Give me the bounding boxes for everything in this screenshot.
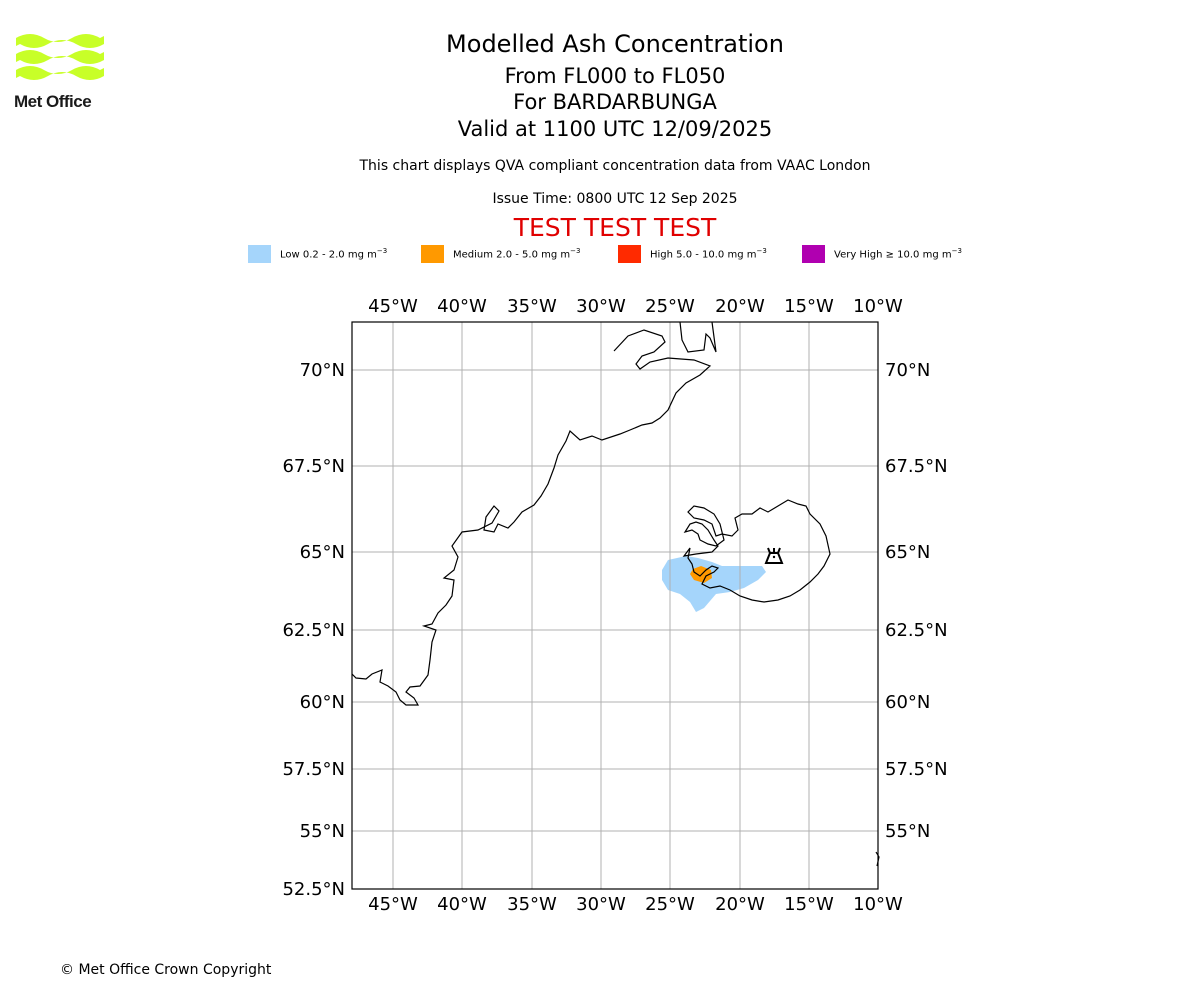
test-banner: TEST TEST TEST <box>513 213 717 242</box>
gridlines <box>352 322 878 889</box>
lat-label: 52.5°N <box>282 879 345 900</box>
longitude-labels-top: 45°W 40°W 35°W 30°W 25°W 20°W 15°W 10°W <box>368 296 903 317</box>
lon-label: 40°W <box>437 296 487 317</box>
lat-label: 62.5°N <box>282 620 345 641</box>
lon-label: 20°W <box>715 894 765 915</box>
volcano-icon <box>764 547 784 564</box>
lon-label: 30°W <box>576 894 626 915</box>
legend-label-very-high: Very High ≥ 10.0 mg m <box>834 249 952 261</box>
lat-label: 55°N <box>300 821 345 842</box>
lon-label: 10°W <box>853 894 903 915</box>
copyright-notice: © Met Office Crown Copyright <box>60 962 272 978</box>
legend-swatch-high <box>618 245 641 263</box>
lat-label: 55°N <box>885 821 930 842</box>
lat-label: 67.5°N <box>885 456 948 477</box>
lon-label: 35°W <box>507 894 557 915</box>
lat-label: 65°N <box>300 542 345 563</box>
lon-label: 30°W <box>576 296 626 317</box>
lon-label: 15°W <box>784 894 834 915</box>
lon-label: 35°W <box>507 296 557 317</box>
greenland-coastline <box>351 329 712 706</box>
lat-label: 65°N <box>885 542 930 563</box>
legend-swatch-very-high <box>802 245 825 263</box>
lat-label: 70°N <box>300 360 345 381</box>
chart-description: This chart displays QVA compliant concen… <box>359 158 871 174</box>
iceland-coastline <box>682 499 831 603</box>
met-office-logo: Met Office <box>14 30 110 114</box>
lat-label: 60°N <box>300 692 345 713</box>
logo-wordmark: Met Office <box>14 92 92 111</box>
legend-swatch-low <box>248 245 271 263</box>
lat-label: 62.5°N <box>885 620 948 641</box>
ash-area-low <box>662 556 766 612</box>
coastlines <box>351 321 880 867</box>
flight-levels: From FL000 to FL050 <box>504 64 726 88</box>
lat-label: 60°N <box>885 692 930 713</box>
lon-label: 25°W <box>645 894 695 915</box>
lon-label: 25°W <box>645 296 695 317</box>
legend-swatch-medium <box>421 245 444 263</box>
lon-label: 40°W <box>437 894 487 915</box>
lat-label: 70°N <box>885 360 930 381</box>
issue-time: Issue Time: 0800 UTC 12 Sep 2025 <box>492 191 738 207</box>
chart-title: Modelled Ash Concentration <box>446 30 784 58</box>
lon-label: 45°W <box>368 894 418 915</box>
met-office-waves-icon <box>16 34 104 80</box>
latitude-labels-left: 70°N 67.5°N 65°N 62.5°N 60°N 57.5°N 55°N… <box>282 360 345 900</box>
volcano-name: For BARDARBUNGA <box>513 90 717 114</box>
valid-time: Valid at 1100 UTC 12/09/2025 <box>457 117 773 141</box>
lon-label: 15°W <box>784 296 834 317</box>
longitude-labels-bottom: 45°W 40°W 35°W 30°W 25°W 20°W 15°W 10°W <box>368 894 903 915</box>
legend-label-medium: Medium 2.0 - 5.0 mg m <box>453 249 571 261</box>
lat-label: 57.5°N <box>282 759 345 780</box>
lat-label: 57.5°N <box>885 759 948 780</box>
lon-label: 10°W <box>853 296 903 317</box>
lon-label: 20°W <box>715 296 765 317</box>
greenland-north-coast <box>679 321 717 353</box>
map-frame <box>351 321 879 890</box>
latitude-labels-right: 70°N 67.5°N 65°N 62.5°N 60°N 57.5°N 55°N <box>885 360 948 842</box>
legend-label-low: Low 0.2 - 2.0 mg m <box>280 249 377 261</box>
lon-label: 45°W <box>368 296 418 317</box>
legend-label-high: High 5.0 - 10.0 mg m <box>650 249 757 261</box>
lat-label: 67.5°N <box>282 456 345 477</box>
